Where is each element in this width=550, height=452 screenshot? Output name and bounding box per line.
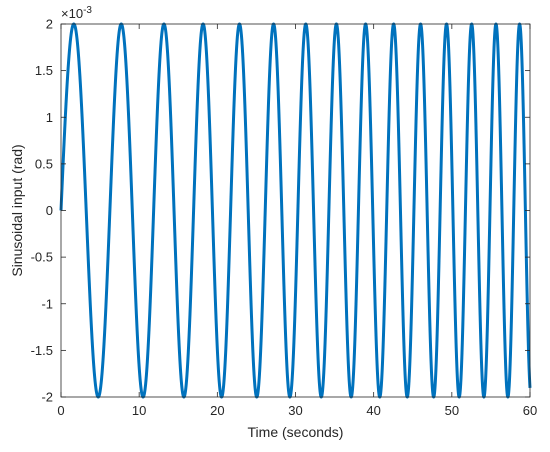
x-tick-label: 40 [366,403,380,418]
series-layer [59,22,532,399]
y-tick-label: -2 [41,390,53,405]
x-tick-label: 30 [288,403,302,418]
x-tick-label: 20 [210,403,224,418]
x-tick-label: 10 [132,403,146,418]
y-tick-label: -1.5 [31,343,53,358]
x-tick-label: 0 [57,403,64,418]
y-tick-label: 0 [46,203,53,218]
y-axis-exponent-label: ×10-3 [61,5,92,21]
y-tick-label: 1 [46,110,53,125]
y-tick-label: 1.5 [35,63,53,78]
y-tick-label: 2 [46,17,53,32]
y-tick-label: -0.5 [31,250,53,265]
x-axis-label: Time (seconds) [248,424,344,440]
y-axis-label: Sinusoidal input (rad) [9,144,25,276]
series-line-0 [59,22,532,399]
x-tick-label: 50 [445,403,459,418]
x-axis-ticks: 0 10 20 30 40 50 60 [57,24,537,418]
y-axis-ticks: -2 -1.5 -1 -0.5 0 0.5 1 1.5 2 [31,17,530,405]
x-tick-label: 60 [523,403,537,418]
y-tick-label: -1 [41,296,53,311]
y-tick-label: 0.5 [35,156,53,171]
